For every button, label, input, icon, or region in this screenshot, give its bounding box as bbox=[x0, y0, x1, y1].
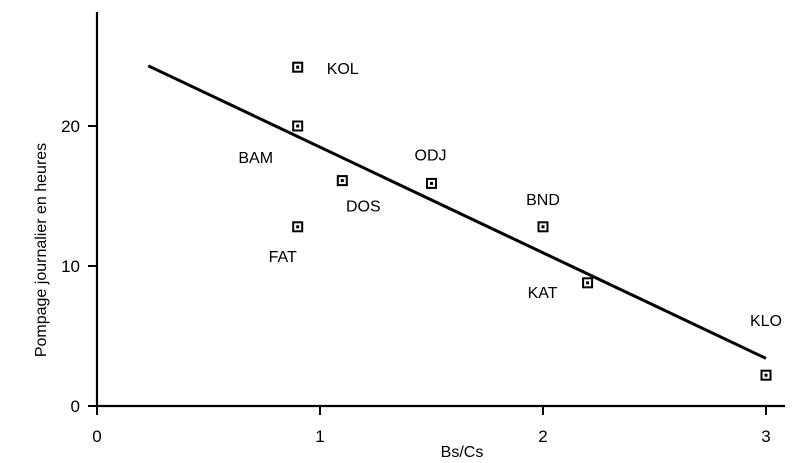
point-marker bbox=[537, 221, 549, 233]
point-label: BND bbox=[526, 192, 560, 209]
point-marker-center bbox=[296, 65, 300, 69]
x-tick-label: 1 bbox=[315, 427, 324, 446]
point-marker-center bbox=[296, 225, 300, 229]
point-marker bbox=[760, 369, 772, 381]
point-marker-center bbox=[764, 373, 768, 377]
point-label: KAT bbox=[528, 285, 558, 302]
data-point-kat: KAT bbox=[528, 277, 594, 302]
data-point-bnd: BND bbox=[526, 192, 560, 233]
x-tick-label: 0 bbox=[92, 427, 101, 446]
axes bbox=[95, 12, 785, 408]
y-axis-title: Pompage journalier en heures bbox=[33, 143, 50, 357]
y-tick-label: 0 bbox=[71, 397, 80, 416]
point-marker-center bbox=[340, 179, 344, 183]
point-marker bbox=[292, 221, 304, 233]
x-tick-label: 2 bbox=[538, 427, 547, 446]
data-point-fat: FAT bbox=[269, 221, 304, 266]
point-label: ODJ bbox=[415, 147, 447, 164]
point-label: FAT bbox=[269, 249, 297, 266]
point-label: DOS bbox=[346, 199, 381, 216]
point-marker-center bbox=[586, 281, 590, 285]
x-tick-label: 3 bbox=[761, 427, 770, 446]
point-label: KLO bbox=[750, 313, 782, 330]
points-group: KOL BAM DOS FAT ODJ BND KAT KLO bbox=[238, 61, 782, 381]
y-tick-label: 10 bbox=[61, 257, 80, 276]
y-tick-label: 20 bbox=[61, 117, 80, 136]
x-axis-title: Bs/Cs bbox=[441, 444, 484, 461]
ticks: 0 1 2 3 0 10 20 bbox=[61, 117, 771, 446]
trend-line bbox=[147, 64, 767, 360]
point-marker bbox=[292, 120, 304, 132]
point-marker bbox=[292, 61, 304, 73]
point-marker-center bbox=[541, 225, 545, 229]
point-label: BAM bbox=[238, 150, 273, 167]
point-marker-center bbox=[430, 181, 433, 185]
point-label: KOL bbox=[327, 61, 359, 78]
data-point-dos: DOS bbox=[336, 175, 381, 216]
point-marker bbox=[336, 175, 348, 187]
data-point-odj: ODJ bbox=[415, 147, 447, 189]
data-point-klo: KLO bbox=[750, 313, 782, 381]
point-marker-center bbox=[296, 124, 300, 128]
point-marker bbox=[582, 277, 594, 289]
trendline-group bbox=[147, 64, 767, 360]
data-point-bam: BAM bbox=[238, 120, 304, 167]
point-marker bbox=[426, 177, 437, 189]
data-point-kol: KOL bbox=[292, 61, 359, 78]
